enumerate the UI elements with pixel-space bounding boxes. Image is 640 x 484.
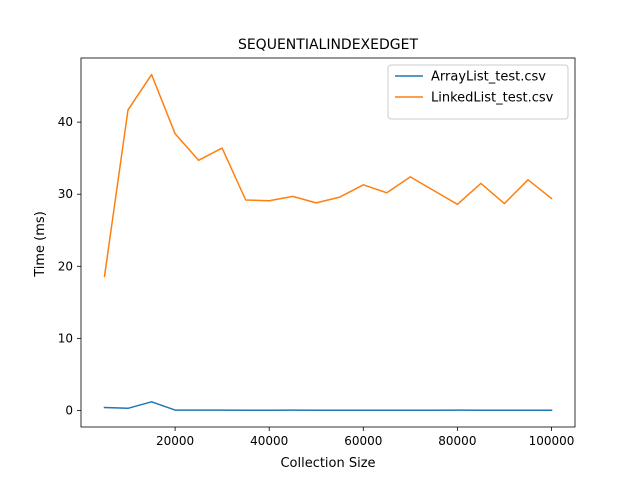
- y-tick-label: 20: [58, 259, 73, 273]
- x-axis-label: Collection Size: [280, 456, 375, 471]
- x-tick-label: 60000: [344, 434, 382, 448]
- x-tick-label: 20000: [156, 434, 194, 448]
- legend-box: [387, 64, 569, 120]
- legend-label: ArrayList_test.csv: [431, 70, 546, 85]
- series-line: [103, 73, 553, 278]
- x-tick-label: 100000: [529, 434, 575, 448]
- y-tick-label: 0: [65, 403, 73, 417]
- y-tick-label: 30: [58, 187, 73, 201]
- x-tick-label: 80000: [438, 434, 476, 448]
- legend: ArrayList_test.csv LinkedList_test.csv: [387, 64, 569, 120]
- y-axis-label: Time (ms): [33, 211, 48, 278]
- y-axis: 0 10 20 30 40: [58, 115, 81, 417]
- y-tick-label: 10: [58, 331, 73, 345]
- x-tick-label: 40000: [250, 434, 288, 448]
- legend-label: LinkedList_test.csv: [431, 91, 554, 106]
- y-tick-label: 40: [58, 115, 73, 129]
- x-axis: 20000 40000 60000 80000 100000: [156, 427, 574, 448]
- series-lines: [103, 73, 553, 412]
- series-line: [103, 401, 553, 412]
- chart-title: SEQUENTIALINDEXEDGET: [238, 37, 419, 53]
